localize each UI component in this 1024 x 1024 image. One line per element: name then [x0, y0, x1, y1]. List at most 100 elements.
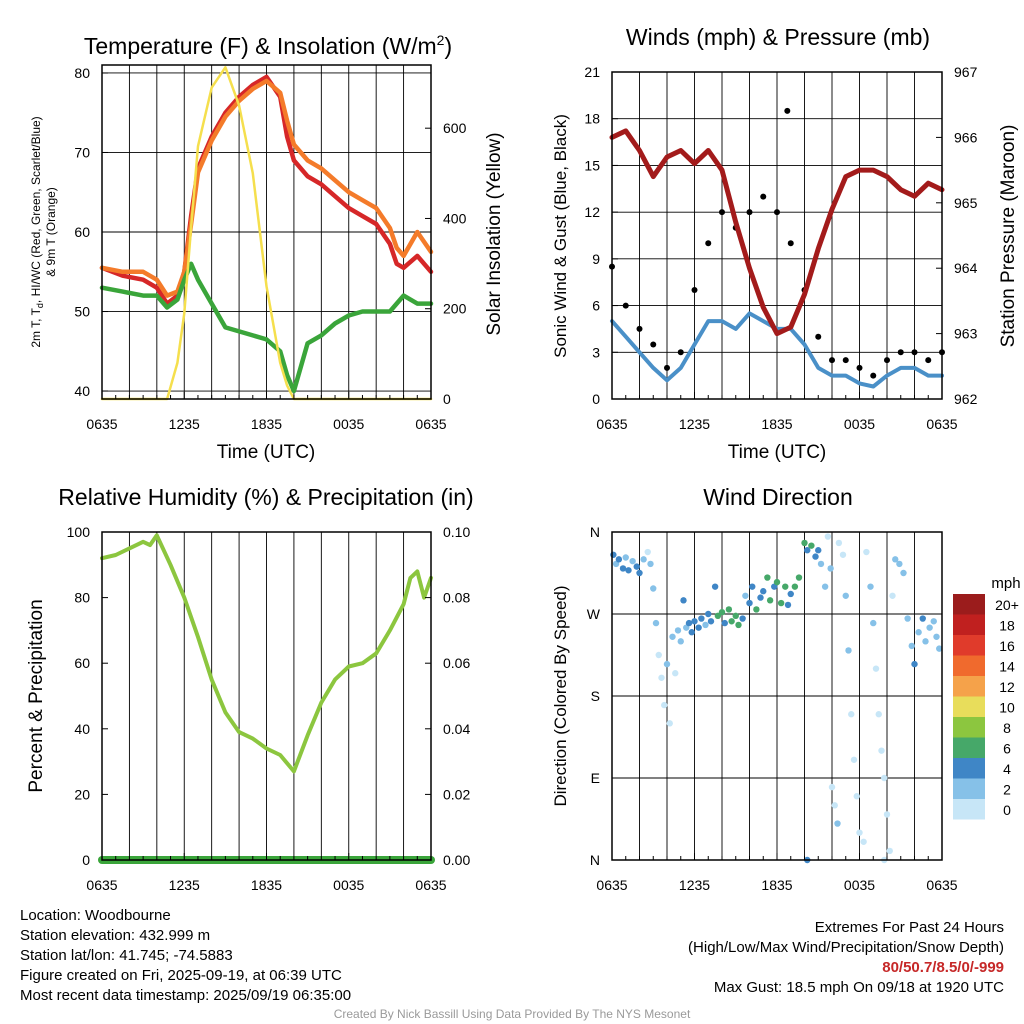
wind-y-axis-label: Sonic Wind & Gust (Blue, Black) [551, 114, 570, 358]
y-tick-label: W [587, 606, 601, 622]
direction-point [863, 548, 870, 556]
direction-point [839, 551, 847, 558]
direction-point [801, 539, 808, 547]
figure-created: Figure created on Fri, 2025-09-19, at 06… [20, 967, 342, 984]
direction-point [718, 608, 726, 616]
direction-point [791, 583, 799, 590]
x-tick-label: 0635 [86, 877, 117, 893]
y-tick-label: 100 [67, 524, 91, 540]
temperature-chart-title: Temperature (F) & Insolation (W/m2) [84, 32, 452, 59]
y-tick-label: 80 [74, 65, 90, 81]
legend-swatch [953, 737, 985, 758]
legend-label: 12 [999, 679, 1015, 695]
direction-point [782, 583, 789, 590]
direction-point [870, 619, 877, 627]
direction-point [711, 583, 719, 590]
y-tick-label: 0 [82, 852, 90, 868]
legend-swatch [953, 676, 985, 697]
direction-point [856, 829, 863, 836]
y-tick-label: 60 [74, 655, 90, 671]
direction-point [666, 720, 673, 727]
y2-tick-label: 200 [443, 301, 467, 317]
station-info: Location: Woodbourne Station elevation: … [20, 906, 351, 1006]
gust-point [856, 364, 863, 371]
y2-tick-label: 400 [443, 210, 467, 226]
direction-point [619, 565, 627, 572]
direction-point [698, 615, 705, 622]
direction-point [828, 783, 836, 791]
legend-label: 2 [1003, 782, 1011, 798]
x-tick-label: 1835 [761, 416, 792, 432]
max-gust: Max Gust: 18.5 mph On 09/18 at 1920 UTC [713, 979, 1004, 996]
direction-point [636, 569, 643, 577]
winds-panel: Winds (mph) & Pressure (mb) 0635 1235 1835… [551, 24, 1019, 463]
series-line [100, 533, 433, 774]
direction-point [892, 556, 899, 563]
y-tick-label: 12 [584, 204, 600, 220]
direction-point [647, 560, 654, 568]
direction-point [824, 533, 832, 540]
direction-point [883, 811, 891, 818]
y-tick-label: 18 [584, 111, 600, 127]
x-tick-label: 0635 [415, 416, 446, 432]
direction-point [764, 574, 771, 581]
direction-point [739, 615, 746, 622]
direction-point [669, 633, 676, 640]
y-tick-label: 9 [592, 251, 600, 267]
x-tick-label: 1235 [169, 416, 200, 432]
y-tick-label: E [591, 770, 600, 786]
gust-point [650, 341, 657, 348]
y2-tick-label: 0.04 [443, 721, 470, 737]
extremes-values: 80/50.7/8.5/0/-999 [882, 959, 1004, 976]
direction-point [714, 612, 722, 620]
legend-label: 0 [1003, 802, 1011, 818]
gust-point [774, 209, 780, 216]
gust-point [664, 364, 670, 371]
gust-point [884, 357, 890, 364]
gust-point [815, 333, 822, 340]
direction-point [658, 674, 665, 681]
direction-point [633, 563, 640, 570]
wind-direction-chart-title: Wind Direction [703, 484, 853, 510]
direction-point [808, 542, 815, 549]
direction-point [691, 618, 698, 625]
recent-data-timestamp: Most recent data timestamp: 2025/09/19 0… [20, 987, 352, 1004]
x-tick-label: 1235 [169, 877, 200, 893]
legend-label: 10 [999, 700, 1015, 716]
gust-point [622, 302, 629, 309]
gust-point [870, 372, 877, 379]
gust-point [746, 209, 753, 216]
y2-tick-label: 600 [443, 120, 467, 136]
x-tick-label: 0635 [596, 416, 627, 432]
direction-point [732, 612, 739, 620]
legend-label: 16 [999, 638, 1015, 654]
legend-label: 14 [999, 659, 1015, 675]
y-tick-label: S [591, 688, 600, 704]
extremes-heading: Extremes For Past 24 Hours [814, 919, 1004, 936]
direction-point [685, 619, 693, 627]
y2-tick-label: 0.08 [443, 590, 470, 606]
gust-point [677, 349, 684, 356]
y-tick-label: 80 [74, 590, 90, 606]
legend-swatch [953, 614, 985, 635]
y2-tick-label: 965 [954, 195, 978, 211]
y-tick-label: 70 [74, 144, 90, 160]
direction-point [680, 597, 687, 604]
legend-swatch [953, 594, 985, 615]
direction-point [896, 560, 903, 568]
direction-point [911, 660, 918, 668]
series-line [99, 78, 434, 298]
direction-point [661, 701, 668, 709]
direction-point [766, 597, 774, 604]
direction-point [746, 599, 753, 607]
direction-point [663, 660, 671, 668]
direction-point [878, 747, 885, 754]
direction-point [926, 624, 933, 631]
direction-point [860, 838, 867, 845]
direction-point [930, 618, 937, 625]
direction-point [835, 539, 843, 547]
insolation-y-axis-label: Solar Insolation (Yellow) [484, 132, 505, 335]
legend-title: mph [991, 575, 1020, 592]
direction-point [804, 547, 811, 554]
direction-point [629, 557, 636, 565]
